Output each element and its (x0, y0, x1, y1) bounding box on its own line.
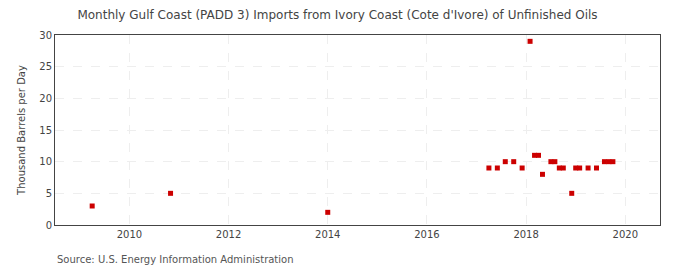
svg-text:0: 0 (46, 220, 52, 231)
svg-text:2020: 2020 (613, 229, 638, 240)
svg-text:2016: 2016 (414, 229, 439, 240)
svg-text:5: 5 (46, 188, 52, 199)
svg-text:30: 30 (39, 30, 52, 41)
svg-text:2012: 2012 (216, 229, 241, 240)
svg-text:2010: 2010 (117, 229, 142, 240)
svg-text:10: 10 (39, 156, 52, 167)
svg-text:Monthly Gulf Coast (PADD 3) Im: Monthly Gulf Coast (PADD 3) Imports from… (77, 8, 597, 22)
svg-text:Thousand Barrels per Day: Thousand Barrels per Day (16, 65, 27, 196)
svg-text:20: 20 (39, 93, 52, 104)
svg-text:Source: U.S. Energy Informatio: Source: U.S. Energy Information Administ… (57, 254, 294, 265)
svg-text:2018: 2018 (513, 229, 538, 240)
svg-text:25: 25 (39, 61, 52, 72)
svg-text:2014: 2014 (315, 229, 340, 240)
svg-text:15: 15 (39, 125, 52, 136)
